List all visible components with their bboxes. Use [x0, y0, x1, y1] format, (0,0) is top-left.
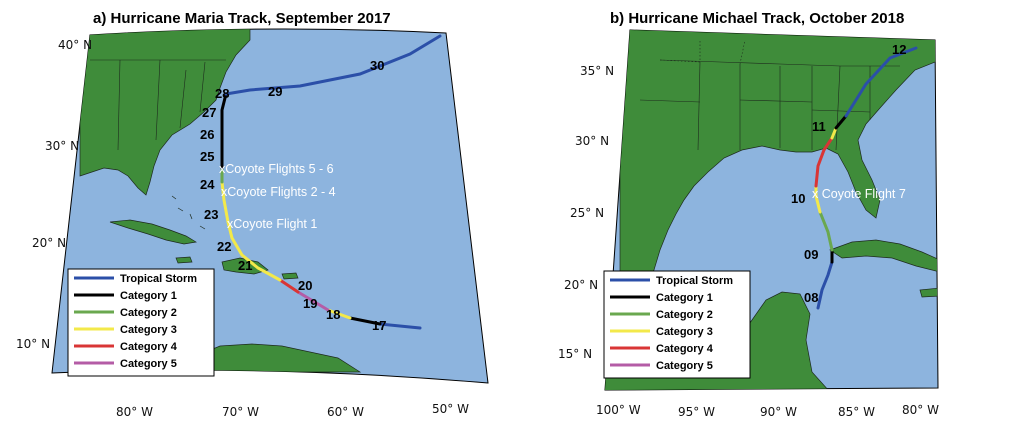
legend-b-category-5: Category 5: [656, 360, 713, 372]
maria-day-25: 25: [200, 149, 214, 164]
panel-b-lon-80: 80° W: [902, 403, 939, 417]
maria-segment-cat3-b: [220, 180, 282, 282]
michael-day-11: 11: [812, 119, 826, 134]
legend-b-tropical-storm: Tropical Storm: [656, 275, 733, 287]
panel-b-lat-25: 25° N: [570, 206, 604, 220]
michael-segment-cat1-b: [834, 114, 848, 130]
michael-segment-cat2: [818, 210, 834, 252]
panel-a-track: [220, 34, 442, 330]
maria-flight-5-6-label: xCoyote Flights 5 - 6: [219, 162, 334, 176]
michael-segment-ts-start: [816, 260, 834, 310]
panel-b-lon-90: 90° W: [760, 405, 797, 419]
panel-a-lon-50: 50° W: [432, 402, 469, 416]
legend-a-category-3: Category 3: [120, 324, 177, 336]
panel-b: b) Hurricane Michael Track, October 2018…: [558, 10, 939, 419]
legend-b-category-2: Category 2: [656, 309, 713, 321]
legend-b-category-1: Category 1: [656, 292, 713, 304]
panel-b-lon-85: 85° W: [838, 405, 875, 419]
maria-segment-cat1-b: [220, 92, 228, 170]
michael-segment-cat4: [814, 136, 834, 188]
legend-b-category-4: Category 4: [656, 343, 714, 355]
michael-segment-cat3: [814, 184, 822, 214]
panel-b-track: [814, 46, 918, 310]
maria-day-18: 18: [326, 307, 340, 322]
panel-a-title: a) Hurricane Maria Track, September 2017: [93, 10, 391, 27]
panel-b-lat-15: 15° N: [558, 347, 592, 361]
maria-flight-2-4-label: xCoyote Flights 2 - 4: [221, 185, 336, 199]
panel-b-lon-100: 100° W: [596, 403, 641, 417]
panel-b-cuba: [829, 239, 938, 273]
michael-flight-7-label: x Coyote Flight 7: [812, 187, 906, 201]
maria-day-22: 22: [217, 239, 231, 254]
panel-b-title: b) Hurricane Michael Track, October 2018: [610, 10, 904, 27]
maria-day-26: 26: [200, 127, 214, 142]
legend-a-category-1: Category 1: [120, 290, 177, 302]
panel-a-legend: Tropical Storm Category 1 Category 2 Cat…: [67, 268, 215, 377]
panel-b-lat-20: 20° N: [564, 278, 598, 292]
maria-day-21: 21: [238, 258, 252, 273]
maria-segment-ts-start: [378, 322, 422, 330]
maria-day-17: 17: [372, 318, 386, 333]
panel-a-puerto-rico: [281, 272, 299, 280]
panel-a-lon-80: 80° W: [116, 405, 153, 419]
maria-segment-cat3-a: [326, 308, 352, 320]
maria-segment-cat1-a: [348, 316, 382, 326]
michael-day-12: 12: [892, 42, 906, 57]
panel-a-lat-40: 40° N: [58, 38, 92, 52]
panel-b-jamaica: [919, 287, 938, 298]
panel-a-lat-10: 10° N: [16, 337, 50, 351]
michael-segment-cat3-b: [830, 126, 838, 140]
maria-day-20: 20: [298, 278, 312, 293]
michael-day-08: 08: [804, 290, 818, 305]
panel-a-hispaniola: [221, 257, 269, 275]
panel-a: a) Hurricane Maria Track, September 2017…: [16, 10, 489, 419]
panel-a-lat-20: 20° N: [32, 236, 66, 250]
maria-day-27: 27: [202, 105, 216, 120]
panel-a-lat-30: 30° N: [45, 139, 79, 153]
legend-a-tropical-storm: Tropical Storm: [120, 273, 197, 285]
michael-day-09: 09: [804, 247, 818, 262]
maria-day-19: 19: [303, 296, 317, 311]
maria-segment-ts-end: [224, 34, 442, 96]
panel-a-lon-60: 60° W: [327, 405, 364, 419]
legend-a-category-4: Category 4: [120, 341, 178, 353]
maria-segment-cat4: [278, 278, 300, 294]
maria-day-30: 30: [370, 58, 384, 73]
legend-b-category-3: Category 3: [656, 326, 713, 338]
legend-a-category-2: Category 2: [120, 307, 177, 319]
michael-segment-ts-end: [844, 46, 918, 118]
maria-day-28: 28: [215, 86, 229, 101]
maria-day-29: 29: [268, 84, 282, 99]
panel-b-lat-30: 30° N: [575, 134, 609, 148]
maria-segment-cat5: [296, 290, 330, 312]
maria-flight-1-label: xCoyote Flight 1: [227, 217, 317, 231]
panel-a-lon-70: 70° W: [222, 405, 259, 419]
michael-day-10: 10: [791, 191, 805, 206]
panel-a-cuba: [109, 219, 197, 245]
panel-a-north-america: [79, 28, 251, 196]
legend-a-category-5: Category 5: [120, 358, 177, 370]
panel-b-lat-35: 35° N: [580, 64, 614, 78]
panel-a-jamaica: [175, 256, 193, 264]
maria-day-23: 23: [204, 207, 218, 222]
panel-b-lon-95: 95° W: [678, 405, 715, 419]
maria-day-24: 24: [200, 177, 215, 192]
panel-b-legend: Tropical Storm Category 1 Category 2 Cat…: [603, 270, 751, 379]
